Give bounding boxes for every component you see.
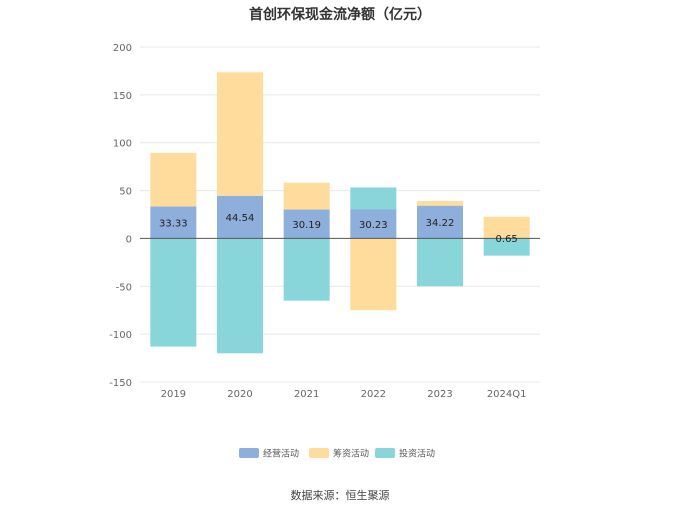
bar-segment: [283, 209, 330, 239]
bar-segment: [417, 205, 463, 239]
legend-swatch: [375, 448, 395, 458]
legend-label: 经营活动: [263, 448, 299, 460]
x-tick-label: 2022: [361, 389, 386, 400]
data-labels: 33.33 44.54 30.19 30.23 34.22 0.65: [159, 213, 518, 245]
bar-segment: [217, 238, 263, 354]
y-axis-ticks: 200 150 100 50 0 -50 -100 -150: [109, 43, 132, 389]
bar-segment: [283, 182, 330, 210]
x-tick-label: 2019: [161, 389, 186, 400]
legend-label: 筹资活动: [333, 448, 369, 460]
y-tick-label: 150: [113, 91, 132, 102]
x-tick-label: 2021: [294, 389, 319, 400]
x-axis-ticks: 2019 2020 2021 2022 2023 2024Q1: [161, 389, 527, 400]
grid-lines: [140, 46, 540, 383]
x-tick-label: 2024Q1: [487, 389, 527, 400]
bar-segment: [350, 187, 397, 210]
legend-swatch: [239, 448, 259, 458]
chart-title: 首创环保现金流净额（亿元）: [249, 7, 431, 23]
bar-segment: [350, 238, 397, 311]
y-tick-label: 0: [126, 234, 132, 245]
bar-segment: [417, 200, 463, 206]
bar-segment: [350, 209, 397, 239]
y-tick-label: -100: [109, 330, 132, 341]
y-tick-label: 50: [119, 187, 132, 198]
bar-segment: [150, 152, 197, 207]
data-label: 34.22: [426, 218, 455, 229]
bar-segment: [217, 195, 263, 239]
data-label: 30.19: [292, 220, 321, 231]
x-tick-label: 2020: [227, 389, 252, 400]
legend-label: 投资活动: [399, 448, 435, 460]
y-tick-label: -150: [109, 378, 132, 389]
y-tick-label: -50: [116, 282, 132, 293]
data-label: 33.33: [159, 218, 188, 229]
legend-swatch: [309, 448, 329, 458]
y-tick-label: 100: [113, 139, 132, 150]
y-tick-label: 200: [113, 43, 132, 54]
bar-segment: [150, 206, 197, 239]
bar-segment: [417, 238, 463, 287]
legend: 经营活动 筹资活动 投资活动: [239, 448, 435, 460]
bar-segment: [217, 72, 263, 196]
x-tick-label: 2023: [427, 389, 452, 400]
data-label: 44.54: [226, 213, 255, 224]
bar-segment: [150, 238, 197, 347]
bar-segment: [483, 216, 530, 238]
bar-segment: [483, 238, 530, 256]
data-source: 数据来源：恒生聚源: [290, 489, 390, 502]
bar-segment: [283, 238, 330, 301]
data-label: 0.65: [496, 234, 518, 245]
bars: [150, 72, 530, 354]
data-label: 30.23: [359, 220, 388, 231]
